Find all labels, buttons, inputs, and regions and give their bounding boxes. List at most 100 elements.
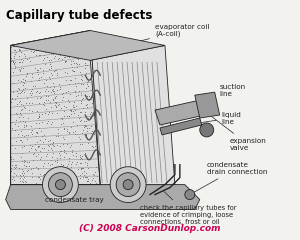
Point [84, 171, 88, 175]
Point [16, 132, 21, 135]
Point [75, 81, 80, 85]
Point [92, 125, 97, 128]
Point [32, 49, 36, 53]
Point [80, 97, 85, 101]
Point [61, 135, 66, 139]
Point [14, 50, 18, 54]
Point [71, 69, 76, 72]
Circle shape [116, 173, 140, 197]
Point [18, 138, 23, 142]
Point [54, 158, 59, 162]
Point [47, 100, 52, 104]
Point [77, 116, 82, 120]
Point [65, 182, 70, 186]
Point [34, 134, 39, 138]
Point [64, 114, 69, 118]
Point [79, 167, 84, 170]
Point [21, 175, 26, 179]
Point [73, 77, 78, 80]
Point [67, 52, 71, 56]
Point [31, 50, 35, 54]
Point [46, 112, 50, 116]
Point [12, 122, 17, 126]
Point [41, 102, 46, 106]
Point [71, 120, 76, 124]
Point [54, 89, 59, 92]
Point [85, 105, 90, 109]
Point [52, 68, 57, 72]
Point [53, 95, 58, 99]
Point [19, 140, 24, 144]
Point [28, 143, 32, 147]
Point [12, 54, 17, 58]
Point [78, 161, 83, 165]
Point [54, 111, 59, 115]
Point [20, 133, 25, 137]
Point [34, 109, 39, 113]
Point [51, 56, 56, 60]
Point [16, 54, 21, 58]
Point [63, 44, 68, 48]
Point [50, 111, 55, 115]
Point [55, 71, 59, 75]
Point [15, 91, 20, 95]
Point [67, 114, 71, 118]
Point [40, 120, 45, 124]
Point [11, 60, 16, 64]
Point [21, 115, 26, 119]
Point [83, 61, 88, 65]
Point [38, 39, 42, 43]
Point [65, 129, 70, 133]
Point [67, 159, 71, 163]
Point [12, 178, 17, 182]
Point [71, 153, 76, 157]
Point [12, 62, 16, 66]
Point [83, 43, 88, 47]
Point [88, 111, 93, 114]
Point [48, 158, 53, 162]
Point [92, 105, 96, 109]
Point [17, 138, 22, 142]
Point [18, 48, 23, 52]
Point [48, 163, 52, 167]
Point [36, 72, 41, 76]
Point [34, 121, 38, 125]
Point [90, 129, 94, 133]
Point [82, 175, 87, 179]
Point [16, 78, 21, 82]
Point [38, 138, 43, 142]
Point [67, 108, 72, 112]
Point [76, 36, 81, 40]
Point [20, 103, 25, 107]
Point [15, 89, 20, 93]
Point [58, 85, 63, 89]
Point [90, 101, 94, 105]
Point [21, 125, 26, 129]
Point [28, 79, 33, 83]
Point [47, 144, 52, 148]
Point [59, 164, 64, 168]
Point [38, 157, 43, 161]
Point [78, 157, 83, 161]
Point [90, 131, 95, 135]
Point [94, 146, 99, 150]
Point [94, 150, 99, 154]
Point [58, 162, 63, 166]
Point [93, 165, 98, 169]
Point [24, 96, 29, 100]
Point [61, 142, 66, 146]
Point [53, 48, 58, 52]
Point [45, 120, 50, 123]
Point [71, 105, 76, 109]
Point [17, 99, 22, 103]
Point [60, 91, 65, 95]
Point [39, 75, 44, 79]
Text: check the capillary tubes for
evidence of crimping, loose
connections, frost or : check the capillary tubes for evidence o… [140, 192, 237, 224]
Point [19, 108, 23, 112]
Point [90, 96, 95, 99]
Point [85, 82, 89, 86]
Point [71, 109, 76, 113]
Point [35, 130, 40, 133]
Point [19, 50, 24, 54]
Point [96, 174, 101, 178]
